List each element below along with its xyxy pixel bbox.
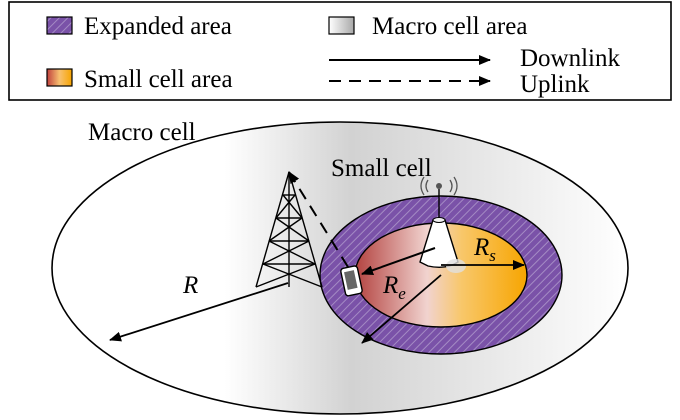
macro-cell-area-label: Macro cell area	[372, 13, 527, 40]
legend-uplink: Uplink	[329, 71, 590, 98]
macro-cell-area-swatch	[328, 16, 355, 35]
radius-macro-arrow	[109, 282, 289, 342]
small-base-station-icon	[419, 176, 466, 273]
legend-macro-cell-area: Macro cell area	[328, 13, 527, 40]
radius-expanded-arrow	[361, 274, 442, 344]
legend: Expanded area Macro cell area Small cell…	[8, 1, 672, 101]
small-cell-area-swatch	[46, 68, 73, 87]
uplink-label: Uplink	[520, 71, 590, 98]
small-cell-label: Small cell	[331, 155, 432, 182]
radius-small-label: Rs	[473, 234, 496, 265]
legend-downlink: Downlink	[329, 45, 621, 72]
legend-small-cell-area: Small cell area	[46, 66, 233, 93]
downlink-path	[361, 247, 436, 276]
user-phone-icon	[340, 265, 363, 297]
legend-expanded-area: Expanded area	[46, 13, 232, 40]
radius-macro-label: R	[182, 272, 198, 299]
links	[288, 171, 436, 276]
macro-cell-label: Macro cell	[88, 119, 196, 146]
tower-icon	[255, 171, 323, 288]
radii: R Re Rs	[109, 234, 525, 344]
downlink-label: Downlink	[520, 45, 621, 72]
radius-expanded-label: Re	[382, 272, 406, 303]
expanded-area-swatch	[46, 16, 73, 35]
small-cell-area-label: Small cell area	[84, 66, 233, 93]
expanded-area-label: Expanded area	[84, 13, 232, 40]
